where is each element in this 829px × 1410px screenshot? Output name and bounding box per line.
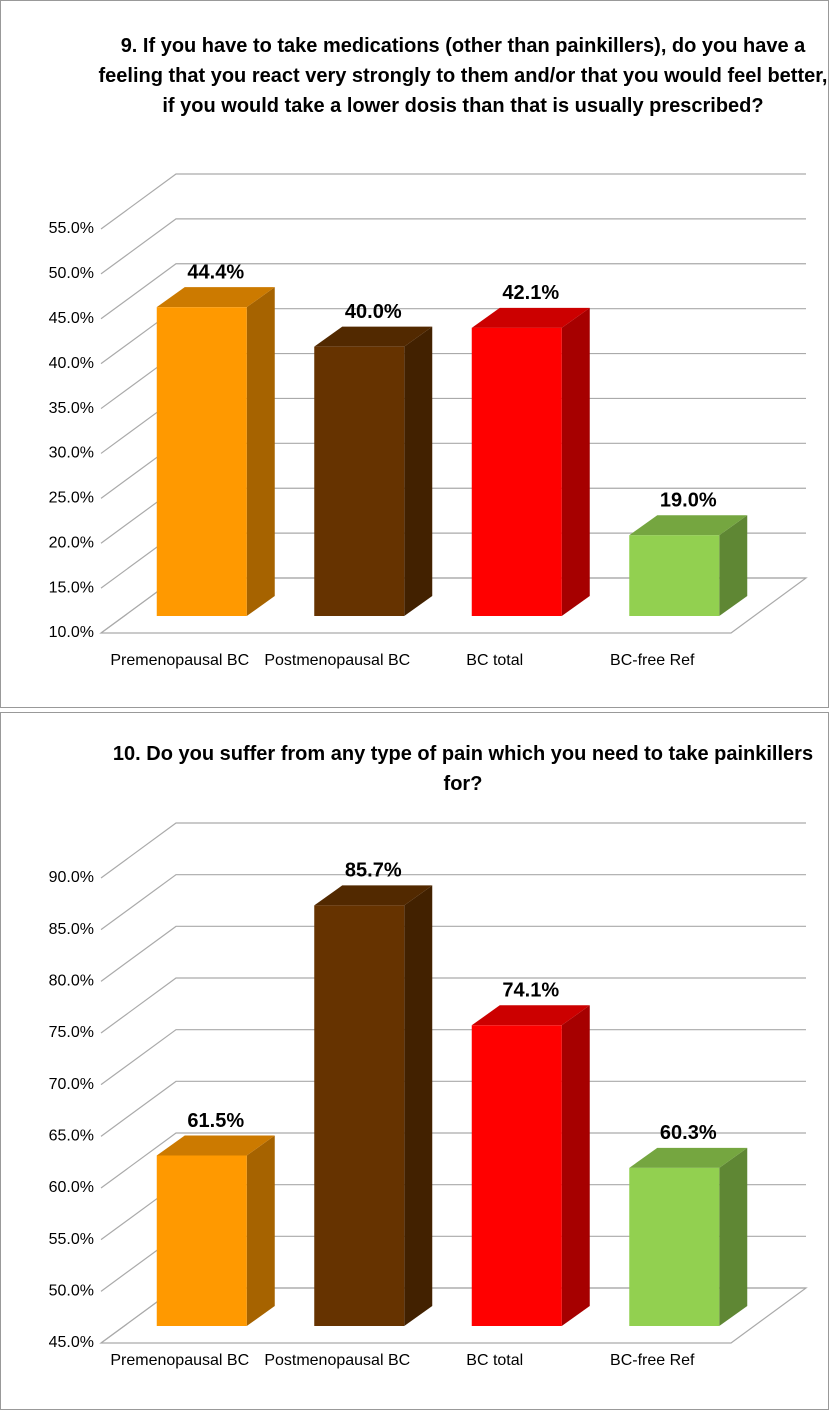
value-label: 74.1%: [502, 980, 559, 1002]
y-tick-label: 55.0%: [49, 220, 94, 237]
grid-line: [100, 822, 806, 879]
y-tick-label: 65.0%: [49, 1128, 94, 1145]
value-label: 85.7%: [345, 860, 402, 882]
x-tick-label: BC total: [466, 1352, 524, 1369]
y-tick-label: 85.0%: [49, 921, 94, 938]
value-label: 44.4%: [187, 261, 244, 283]
y-tick-label: 20.0%: [49, 534, 94, 551]
bar: [471, 1025, 562, 1326]
y-tick-label: 10.0%: [49, 624, 94, 641]
grid-line: [100, 173, 806, 230]
value-label: 19.0%: [660, 489, 717, 511]
y-tick-label: 15.0%: [49, 579, 94, 596]
bar-top: [156, 287, 275, 308]
grid-line: [100, 218, 806, 275]
chart-title: 9. If you have to take medications (othe…: [98, 35, 828, 117]
y-tick-label: 45.0%: [49, 1334, 94, 1351]
bar-side: [246, 1135, 275, 1326]
bar-side: [719, 515, 748, 616]
y-tick-label: 25.0%: [49, 490, 94, 507]
bar-side: [404, 885, 433, 1326]
y-tick-label: 35.0%: [49, 400, 94, 417]
grid-line: [100, 925, 806, 982]
x-tick-label: Postmenopausal BC: [264, 1352, 411, 1369]
bar-side: [404, 326, 433, 616]
x-tick-label: Premenopausal BC: [110, 1352, 250, 1369]
grid-line: [100, 1029, 806, 1086]
y-tick-label: 50.0%: [49, 1283, 94, 1300]
bar-top: [314, 885, 433, 906]
chart-panel: 10.0% 15.0% 20.0% 25.0% 30.0% 35.0% 40.0% 45.0%…: [0, 0, 829, 708]
bar-top: [156, 1135, 275, 1156]
y-tick-label: 45.0%: [49, 310, 94, 327]
bar-top: [471, 1005, 590, 1026]
chart: 45.0% 50.0% 55.0% 60.0% 65.0% 70.0% 75.0% 80.0%…: [49, 822, 808, 1351]
y-tick-label: 55.0%: [49, 1231, 94, 1248]
bar-top: [629, 1147, 748, 1168]
value-label: 61.5%: [187, 1110, 244, 1132]
x-tick-label: Premenopausal BC: [110, 652, 250, 669]
bar-top: [629, 515, 748, 536]
bar-side: [719, 1147, 748, 1326]
bar: [471, 327, 562, 616]
bar: [314, 346, 405, 616]
y-tick-label: 60.0%: [49, 1179, 94, 1196]
bar-top: [471, 307, 590, 328]
x-tick-label: Postmenopausal BC: [264, 652, 411, 669]
bar: [156, 1155, 247, 1326]
bar: [629, 535, 720, 616]
grid-line: [100, 1132, 806, 1189]
chart: 10.0% 15.0% 20.0% 25.0% 30.0% 35.0% 40.0% 45.0%…: [49, 173, 808, 641]
bar-side: [561, 1005, 590, 1326]
y-tick-label: 70.0%: [49, 1076, 94, 1093]
grid-line: [100, 263, 806, 320]
y-tick-label: 75.0%: [49, 1024, 94, 1041]
bar-side: [561, 307, 590, 616]
grid-line: [100, 1080, 806, 1137]
bar: [314, 905, 405, 1326]
y-tick-label: 80.0%: [49, 973, 94, 990]
value-label: 40.0%: [345, 301, 402, 323]
y-tick-label: 90.0%: [49, 869, 94, 886]
y-tick-label: 50.0%: [49, 265, 94, 282]
chart-title: 10. Do you suffer from any type of pain …: [112, 743, 814, 795]
bar: [629, 1167, 720, 1326]
bar-side: [246, 287, 275, 616]
y-tick-label: 30.0%: [49, 445, 94, 462]
x-tick-label: BC-free Ref: [610, 652, 695, 669]
value-label: 60.3%: [660, 1122, 717, 1144]
bar-top: [314, 326, 433, 347]
value-label: 42.1%: [502, 282, 559, 304]
grid-line: [100, 874, 806, 931]
grid-line: [100, 977, 806, 1034]
bar: [156, 307, 247, 616]
chart-panel: 45.0% 50.0% 55.0% 60.0% 65.0% 70.0% 75.0% 80.0%…: [0, 712, 829, 1410]
y-tick-label: 40.0%: [49, 355, 94, 372]
x-tick-label: BC-free Ref: [610, 1352, 695, 1369]
x-tick-label: BC total: [466, 652, 524, 669]
